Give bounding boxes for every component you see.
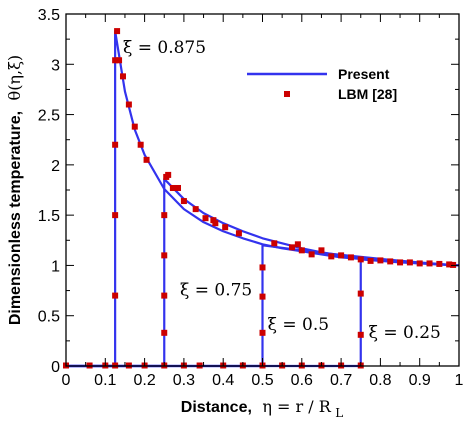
lbm-markers xyxy=(63,28,457,369)
lbm-marker xyxy=(112,292,119,299)
legend: Present LBM [28] xyxy=(247,66,397,102)
x-axis-ticks: 0 0.1 0.2 0.3 0.4 0.5 0.6 0.7 0.8 0.9 1 xyxy=(62,14,464,389)
lbm-marker xyxy=(192,206,199,213)
x-tick-label: 0.5 xyxy=(251,372,273,389)
lbm-marker xyxy=(288,244,295,251)
lbm-marker xyxy=(180,198,187,205)
lbm-marker xyxy=(161,292,168,299)
lbm-marker xyxy=(406,259,413,266)
x-tick-label: 0.6 xyxy=(291,372,313,389)
x-tick-label: 0.2 xyxy=(133,372,155,389)
lbm-marker xyxy=(308,251,315,258)
lbm-marker xyxy=(119,73,126,80)
lbm-marker xyxy=(328,253,335,260)
y-axis-title-symbol: θ(η,ξ) xyxy=(5,55,24,101)
lbm-marker xyxy=(212,220,219,227)
lbm-marker xyxy=(112,57,119,64)
lbm-marker xyxy=(271,240,278,247)
lbm-marker xyxy=(298,247,305,254)
legend-label-present: Present xyxy=(338,66,390,82)
lbm-marker xyxy=(357,331,364,338)
lbm-marker xyxy=(143,156,150,163)
lbm-marker xyxy=(165,171,172,178)
lbm-marker xyxy=(161,212,168,219)
lbm-marker xyxy=(318,247,325,254)
curve-annotation: ξ = 0.5 xyxy=(268,315,329,335)
x-tick-label: 0.4 xyxy=(212,372,234,389)
y-tick-label: 3 xyxy=(51,57,60,74)
x-tick-label: 0.3 xyxy=(173,372,195,389)
lbm-marker xyxy=(202,215,209,222)
lbm-marker xyxy=(137,141,144,148)
lbm-marker xyxy=(294,241,301,248)
y-tick-label: 2 xyxy=(51,158,60,175)
lbm-marker xyxy=(338,252,345,259)
y-axis-title: Dimensionless temperature, θ(η,ξ) xyxy=(5,55,24,325)
lbm-marker xyxy=(169,184,176,191)
x-tick-label: 0.8 xyxy=(369,372,391,389)
y-axis-ticks: 0 0.5 1 1.5 2 2.5 3 3.5 xyxy=(38,7,459,376)
y-axis-title-prefix: Dimensionless temperature, xyxy=(7,111,24,325)
present-curves xyxy=(66,30,460,368)
lbm-marker xyxy=(426,260,433,267)
lbm-marker xyxy=(161,252,168,259)
lbm-marker xyxy=(114,28,121,35)
legend-label-lbm: LBM [28] xyxy=(338,86,397,102)
lbm-marker xyxy=(222,224,229,231)
x-axis-title-prefix: Distance, xyxy=(181,399,252,416)
curve-annotation: ξ = 0.75 xyxy=(180,281,252,301)
x-tick-label: 1 xyxy=(455,372,464,389)
x-tick-label: 0.7 xyxy=(330,372,352,389)
x-axis-title-subscript: L xyxy=(335,406,343,420)
lbm-marker xyxy=(259,293,266,300)
lbm-marker xyxy=(112,212,119,219)
y-tick-label: 3.5 xyxy=(38,7,60,24)
curve-annotation: ξ = 0.25 xyxy=(369,323,441,343)
lbm-marker xyxy=(259,329,266,336)
lbm-marker xyxy=(112,141,119,148)
lbm-marker xyxy=(357,256,364,263)
x-tick-label: 0.1 xyxy=(94,372,116,389)
x-tick-label: 0 xyxy=(62,372,71,389)
curve-annotations: ξ = 0.875 ξ = 0.75 ξ = 0.5 ξ = 0.25 xyxy=(123,38,441,343)
lbm-marker xyxy=(210,217,217,224)
lbm-marker xyxy=(175,184,181,191)
y-tick-label: 0 xyxy=(51,359,60,376)
x-axis-title-symbol: η = r / R xyxy=(262,397,331,416)
lbm-marker xyxy=(357,290,364,297)
lbm-marker xyxy=(125,101,132,108)
lbm-marker xyxy=(131,123,138,130)
y-tick-label: 1 xyxy=(51,258,60,275)
lbm-marker xyxy=(416,260,423,267)
x-axis-title: Distance, η = r / R L xyxy=(181,397,343,420)
lbm-marker xyxy=(116,57,123,64)
y-tick-label: 2.5 xyxy=(38,108,60,125)
legend-marker-lbm xyxy=(284,91,290,97)
lbm-marker xyxy=(377,257,384,264)
lbm-marker xyxy=(367,257,374,264)
lbm-marker xyxy=(397,259,404,266)
lbm-marker xyxy=(436,260,443,267)
lbm-marker xyxy=(347,254,354,261)
lbm-marker xyxy=(446,261,453,268)
lbm-marker xyxy=(235,230,242,237)
y-tick-label: 1.5 xyxy=(38,208,60,225)
x-tick-label: 0.9 xyxy=(409,372,431,389)
curve-annotation: ξ = 0.875 xyxy=(123,38,206,58)
lbm-marker xyxy=(259,264,266,271)
lbm-marker xyxy=(387,258,394,265)
lbm-marker xyxy=(161,329,168,336)
y-tick-label: 0.5 xyxy=(38,309,60,326)
